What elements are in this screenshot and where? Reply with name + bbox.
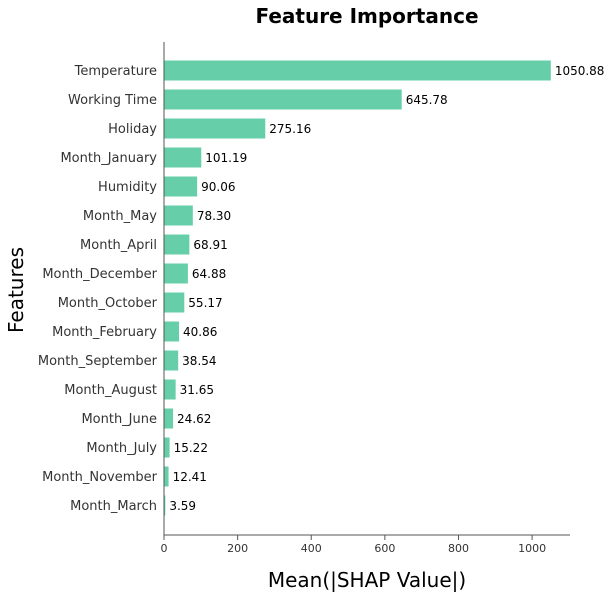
- value-label: 645.78: [406, 93, 448, 107]
- category-label: Holiday: [108, 122, 157, 137]
- x-tick-label: 200: [227, 542, 248, 555]
- value-label: 12.41: [173, 470, 207, 484]
- category-label: Month_July: [86, 441, 157, 456]
- bar: [164, 89, 402, 110]
- value-label: 64.88: [192, 267, 226, 281]
- bar: [164, 408, 174, 429]
- value-label: 40.86: [183, 325, 217, 339]
- category-labels: Temperature Working Time Holiday Month_Janu…: [38, 64, 158, 514]
- bar: [164, 147, 202, 168]
- category-label: Month_January: [60, 151, 157, 166]
- bar: [164, 495, 166, 516]
- value-label: 68.91: [193, 238, 227, 252]
- bar: [164, 321, 180, 342]
- value-label: 15.22: [174, 441, 208, 455]
- x-tick-label: 800: [448, 542, 469, 555]
- bar: [164, 176, 198, 197]
- y-axis-label: Features: [4, 247, 28, 333]
- bar: [164, 234, 190, 255]
- x-ticks: 0 200 400 600 800 1000: [161, 535, 546, 555]
- bar: [164, 118, 266, 139]
- bar: [164, 379, 176, 400]
- value-label: 101.19: [205, 151, 247, 165]
- x-tick-label: 400: [301, 542, 322, 555]
- value-label: 1050.88: [555, 64, 605, 78]
- value-label: 90.06: [201, 180, 235, 194]
- chart-title: Feature Importance: [255, 4, 478, 28]
- category-label: Humidity: [98, 180, 157, 195]
- category-label: Working Time: [68, 93, 157, 108]
- bar: [164, 437, 170, 458]
- value-label: 38.54: [182, 354, 216, 368]
- value-label: 55.17: [188, 296, 222, 310]
- x-axis-label: Mean(|SHAP Value|): [268, 568, 466, 592]
- x-tick-label: 1000: [518, 542, 546, 555]
- category-label: Month_February: [52, 325, 157, 340]
- value-label: 31.65: [180, 383, 214, 397]
- category-label: Month_September: [38, 354, 158, 369]
- value-label: 78.30: [197, 209, 231, 223]
- value-label: 275.16: [269, 122, 311, 136]
- value-label: 24.62: [177, 412, 211, 426]
- category-label: Month_August: [64, 383, 157, 398]
- category-label: Month_November: [42, 470, 158, 485]
- bar: [164, 292, 185, 313]
- value-label: 3.59: [169, 499, 196, 513]
- x-tick-label: 600: [374, 542, 395, 555]
- bar: [164, 205, 193, 226]
- category-label: Month_May: [83, 209, 157, 224]
- category-label: Month_June: [81, 412, 157, 427]
- bar: [164, 466, 169, 487]
- category-label: Month_October: [58, 296, 158, 311]
- bar: [164, 263, 188, 284]
- bars-group: [164, 60, 551, 516]
- category-label: Month_April: [80, 238, 157, 253]
- bar: [164, 350, 179, 371]
- category-label: Temperature: [74, 64, 157, 79]
- bar: [164, 60, 551, 81]
- category-label: Month_March: [70, 499, 157, 514]
- category-label: Month_December: [42, 267, 157, 282]
- value-labels: 1050.88 645.78 275.16 101.19 90.06 78.30 68.91…: [169, 64, 604, 513]
- x-tick-label: 0: [161, 542, 168, 555]
